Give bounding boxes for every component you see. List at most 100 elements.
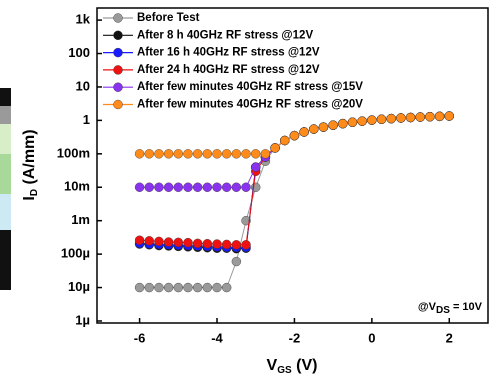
data-point (425, 111, 435, 122)
data-point (221, 182, 232, 192)
data-point (444, 111, 454, 121)
series-line (139, 115, 450, 289)
x-tick-label: -6 (134, 330, 146, 345)
data-point (221, 282, 232, 293)
strip-band (0, 88, 11, 106)
data-point (154, 236, 164, 247)
legend-label: After few minutes 40GHz RF stress @15V (137, 81, 363, 93)
y-tick-label: 10 (76, 78, 90, 93)
data-point (144, 236, 154, 246)
x-tick-label: -4 (211, 330, 223, 345)
data-point (192, 182, 203, 192)
data-point (270, 143, 280, 153)
data-point (357, 116, 367, 126)
data-point (251, 162, 261, 172)
data-point (386, 113, 396, 124)
data-point (202, 182, 213, 192)
data-point (173, 282, 183, 293)
y-label-sub: D (29, 189, 40, 196)
strip-band (0, 106, 11, 124)
data-point (134, 149, 145, 159)
data-point (154, 182, 164, 192)
data-point (338, 118, 348, 129)
data-point (231, 256, 242, 267)
data-point (183, 149, 193, 159)
data-point (367, 115, 377, 125)
annotation-sub: DS (436, 305, 450, 316)
data-point (154, 149, 164, 159)
y-tick-label: 1µ (75, 312, 90, 327)
data-point (434, 111, 445, 122)
legend-label: After 8 h 40GHz RF stress @12V (137, 29, 313, 41)
legend-marker (113, 30, 123, 40)
x-tick-label: 0 (368, 330, 375, 345)
data-point (299, 127, 309, 137)
data-point (405, 112, 416, 123)
data-point (183, 182, 193, 192)
data-point (241, 182, 251, 192)
x-label-main: V (267, 357, 278, 374)
y-tick-label: 1 (83, 112, 90, 127)
annotation-main: @V (418, 301, 437, 313)
data-point (163, 282, 174, 293)
y-label-rest: (A/mm) (21, 129, 38, 189)
legend-label: Before Test (137, 12, 200, 24)
data-point (376, 114, 387, 124)
x-tick-label: -2 (289, 330, 301, 345)
data-point (173, 149, 183, 159)
series (134, 111, 454, 192)
data-point (289, 130, 300, 141)
data-point (212, 282, 222, 293)
strip-band (0, 154, 11, 194)
y-label-main: I (21, 196, 38, 200)
data-point (241, 240, 251, 250)
data-point (154, 282, 164, 293)
data-point (144, 182, 154, 192)
legend-marker (113, 47, 123, 58)
data-point (134, 182, 145, 192)
legend-marker (113, 82, 123, 92)
data-point (347, 117, 358, 127)
data-point (231, 182, 242, 192)
legend-label: After few minutes 40GHz RF stress @20V (137, 99, 363, 111)
data-point (396, 113, 406, 123)
data-point (202, 238, 213, 249)
data-point (260, 149, 271, 159)
y-tick-label: 10m (64, 179, 90, 194)
data-point (163, 237, 174, 247)
data-point (328, 120, 338, 130)
data-point (415, 112, 425, 122)
x-label-rest: (V) (292, 357, 318, 374)
data-point (212, 149, 222, 159)
data-point (221, 149, 232, 159)
data-point (318, 122, 329, 132)
data-point (134, 235, 145, 245)
data-point (144, 149, 154, 159)
series (134, 111, 454, 159)
y-tick-label: 1k (76, 12, 91, 27)
data-point (134, 282, 145, 293)
plot-frame (96, 7, 489, 324)
strip-band (0, 230, 11, 290)
y-tick-label: 100m (57, 145, 90, 160)
data-point (202, 282, 213, 293)
x-tick-label: 2 (446, 330, 453, 345)
x-label-sub: GS (277, 365, 292, 376)
legend-marker (113, 99, 123, 110)
data-point (241, 215, 251, 226)
y-axis-label: ID (A/mm) (21, 129, 39, 200)
data-point (221, 239, 232, 250)
data-point (173, 182, 183, 192)
strip-band (0, 194, 11, 230)
data-point (163, 182, 174, 192)
data-point (192, 149, 203, 159)
data-point (192, 282, 203, 293)
side-image (0, 88, 11, 290)
data-point (280, 135, 290, 146)
data-point (183, 282, 193, 293)
data-point (173, 237, 183, 248)
x-axis-label: VGS (V) (267, 357, 318, 375)
data-point (212, 239, 222, 249)
data-point (192, 238, 203, 249)
data-point (202, 149, 213, 159)
